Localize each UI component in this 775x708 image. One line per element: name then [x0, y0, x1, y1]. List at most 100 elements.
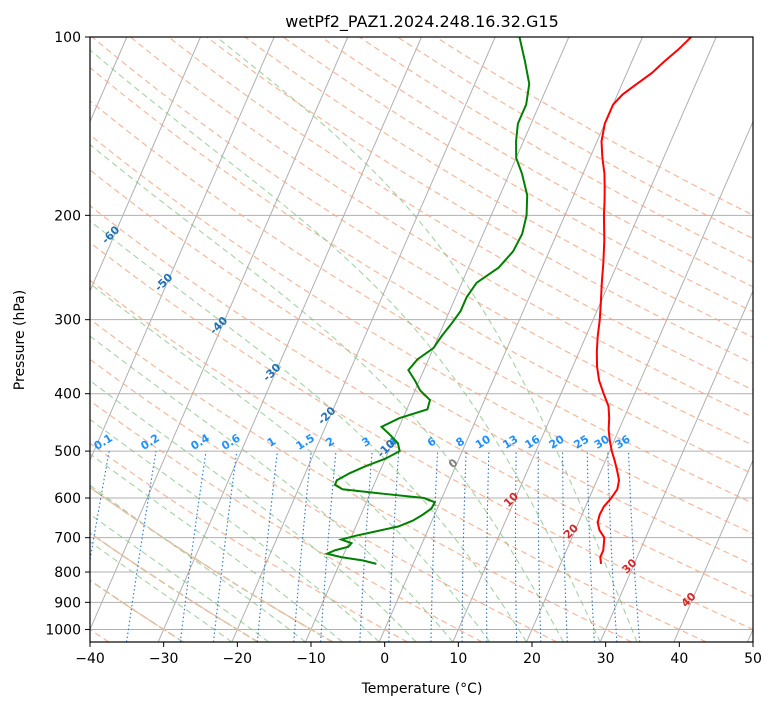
isotherm-gridline [673, 458, 753, 642]
moist-adiabat [216, 37, 638, 642]
y-tick-label: 1000 [45, 622, 81, 638]
x-tick-label: 10 [449, 651, 467, 667]
tan-adiabat [90, 532, 259, 642]
isotherm-label: -40 [207, 314, 230, 337]
dry-adiabat [168, 37, 753, 391]
mixing-ratio-line [586, 451, 595, 642]
y-tick-label: 900 [54, 595, 81, 611]
y-tick-label: 500 [54, 444, 81, 460]
mixing-ratio-line [179, 451, 207, 642]
dry-adiabat [130, 37, 753, 418]
dry-adiabat [90, 204, 753, 598]
mixing-ratio-label: 1.5 [294, 431, 317, 452]
dry-adiabat [90, 134, 753, 535]
mixing-ratio-label: 16 [523, 432, 543, 451]
dry-adiabat [282, 37, 753, 313]
isotherm-label: -80 [0, 130, 16, 153]
isotherm-gridline [378, 37, 643, 642]
dry-adiabat [90, 100, 753, 504]
moist-adiabat [90, 484, 306, 642]
temperature-profile [595, 37, 692, 564]
mixing-ratio-label: 0.2 [138, 431, 161, 452]
x-axis-label: Temperature (°C) [361, 681, 483, 697]
mixing-ratio-label: 36 [613, 432, 633, 451]
isotherm-gridline [231, 37, 496, 642]
isotherm-gridline [526, 120, 753, 642]
mixing-ratio-label: 6 [425, 434, 439, 449]
y-tick-label: 600 [54, 491, 81, 507]
dry-adiabat [90, 279, 707, 642]
isotherm-label: -70 [47, 174, 70, 197]
mixing-ratio-line [212, 451, 238, 642]
mixing-ratio-line [562, 451, 568, 642]
dry-adiabat [90, 318, 632, 642]
mixing-ratio-line [126, 451, 157, 642]
plot-area: 0.10.20.40.611.52346810131620253036-100-… [0, 37, 753, 642]
mixing-ratio-line [430, 451, 439, 642]
mixing-ratio-label: 25 [571, 433, 591, 452]
moist-adiabat [90, 418, 380, 642]
isotherm-gridline [452, 37, 717, 642]
moist-adiabat [90, 513, 270, 642]
x-tick-label: 40 [670, 651, 688, 667]
y-axis-label: Pressure (hPa) [12, 290, 28, 390]
isotherm-label: -20 [315, 404, 338, 427]
y-tick-label: 300 [54, 313, 81, 329]
mixing-ratio-label: 13 [500, 433, 520, 452]
isotherm-gridline [599, 289, 753, 642]
y-tick-label: 400 [54, 387, 81, 403]
x-tick-label: −10 [296, 651, 326, 667]
x-tick-label: −30 [149, 651, 179, 667]
y-tick-label: 800 [54, 565, 81, 581]
mixing-ratio-line [627, 451, 641, 642]
x-tick-label: 50 [744, 651, 762, 667]
x-tick-label: −20 [223, 651, 253, 667]
dry-adiabat [90, 241, 753, 631]
dry-adiabat [90, 66, 753, 475]
moist-adiabat [90, 220, 528, 642]
mixing-ratio-label: 3 [360, 435, 373, 450]
isotherm-gridline [90, 37, 201, 293]
x-tick-label: 0 [380, 651, 389, 667]
dry-adiabat [90, 169, 753, 566]
mixing-ratio-label: 2 [323, 435, 336, 450]
isotherm-label: -50 [152, 270, 175, 293]
dry-adiabat [435, 37, 753, 216]
x-tick-label: 20 [523, 651, 541, 667]
y-tick-label: 200 [54, 208, 81, 224]
dry-adiabat [320, 37, 753, 288]
dry-adiabat [397, 37, 753, 240]
dry-adiabat [90, 399, 483, 642]
plot-frame [89, 36, 754, 643]
dry-adiabat [91, 37, 753, 446]
dry-adiabat [244, 37, 753, 338]
dry-adiabat [90, 486, 334, 642]
moist-adiabat [90, 379, 417, 642]
chart-title: wetPf2_PAZ1.2024.248.16.32.G15 [285, 12, 559, 32]
moist-adiabat [90, 143, 564, 642]
dry-adiabat [90, 532, 259, 642]
dry-adiabat [90, 442, 408, 642]
mixing-ratio-line [514, 451, 518, 642]
moist-adiabat [90, 541, 233, 642]
mixing-ratio-label: 10 [473, 432, 493, 451]
isotherm-label: -60 [99, 223, 122, 246]
dewpoint-profile [323, 37, 531, 565]
x-tick-label: −40 [75, 651, 105, 667]
dry-adiabat [90, 358, 558, 642]
dry-adiabat [359, 37, 753, 264]
x-tick-label: 30 [597, 651, 615, 667]
isotherm-gridline [747, 628, 753, 642]
axis-ticks: −40 −30 −20 −10 0 10 20 30 40 5010020030040050060… [45, 30, 762, 667]
isotherm-label: 0 [446, 456, 461, 471]
isotherm-gridline [90, 37, 275, 462]
moist-adiabat [90, 282, 491, 642]
mixing-ratio-line [486, 451, 490, 642]
isotherm-label: -30 [260, 361, 283, 384]
y-tick-label: 700 [54, 531, 81, 547]
tan-adiabat [90, 486, 334, 642]
isotherm-gridline [90, 37, 349, 631]
y-tick-label: 100 [54, 30, 81, 46]
isotherm-gridline [157, 37, 422, 642]
